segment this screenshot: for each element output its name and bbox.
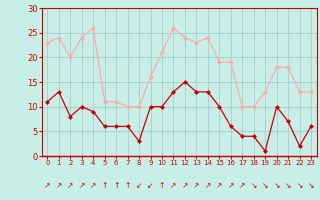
Text: ↗: ↗ <box>56 181 62 190</box>
Text: ↗: ↗ <box>205 181 211 190</box>
Text: ↗: ↗ <box>193 181 200 190</box>
Text: ↑: ↑ <box>101 181 108 190</box>
Text: ↗: ↗ <box>78 181 85 190</box>
Text: ↗: ↗ <box>239 181 245 190</box>
Text: ↗: ↗ <box>216 181 222 190</box>
Text: ↙: ↙ <box>136 181 142 190</box>
Text: ↘: ↘ <box>285 181 291 190</box>
Text: ↘: ↘ <box>274 181 280 190</box>
Text: ↑: ↑ <box>113 181 119 190</box>
Text: ↘: ↘ <box>296 181 303 190</box>
Text: ↘: ↘ <box>251 181 257 190</box>
Text: ↗: ↗ <box>67 181 74 190</box>
Text: ↗: ↗ <box>44 181 51 190</box>
Text: ↘: ↘ <box>308 181 314 190</box>
Text: ↑: ↑ <box>124 181 131 190</box>
Text: ↙: ↙ <box>147 181 154 190</box>
Text: ↗: ↗ <box>170 181 177 190</box>
Text: ↗: ↗ <box>182 181 188 190</box>
Text: ↗: ↗ <box>90 181 96 190</box>
Text: ↘: ↘ <box>262 181 268 190</box>
Text: ↗: ↗ <box>228 181 234 190</box>
Text: ↑: ↑ <box>159 181 165 190</box>
